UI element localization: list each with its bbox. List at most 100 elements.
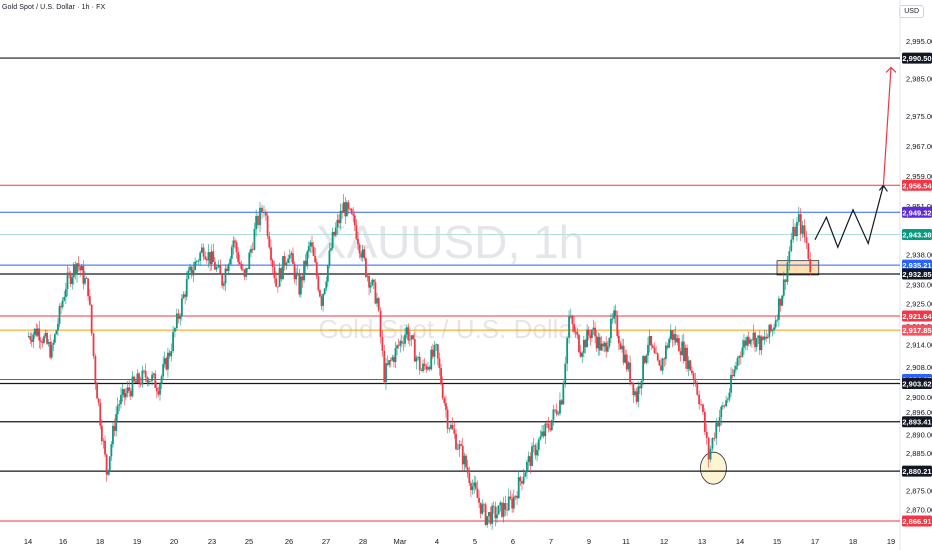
candle-body	[87, 278, 90, 297]
candle-body	[552, 409, 555, 420]
candle-body	[355, 225, 358, 239]
candle-body	[52, 342, 55, 345]
candle-body	[342, 202, 345, 213]
y-tick-label: 2,967.00	[906, 142, 932, 151]
candle-body	[640, 380, 643, 389]
candle-body	[363, 249, 366, 259]
candle-body	[121, 389, 124, 395]
x-tick-label: 18	[849, 537, 857, 546]
candle-body	[619, 343, 622, 350]
candle-body	[455, 433, 457, 450]
candle-body	[665, 345, 667, 360]
candle-body	[550, 419, 553, 431]
candle-body	[527, 456, 530, 462]
level-badge-label: 2,917.85	[902, 326, 931, 335]
candle-body	[738, 356, 741, 358]
candle-body	[792, 226, 795, 240]
candle-body	[341, 210, 344, 213]
candle-body	[466, 467, 469, 473]
candle-body	[381, 336, 384, 351]
x-tick-label: 13	[698, 537, 706, 546]
candle-body	[240, 264, 243, 270]
candle-body	[275, 278, 278, 287]
candle-body	[456, 449, 459, 450]
candle-body	[771, 329, 774, 332]
candle-body	[594, 327, 596, 337]
candle-body	[678, 338, 680, 352]
candle-body	[144, 370, 147, 378]
candle-body	[809, 259, 812, 273]
candle-body	[307, 246, 310, 252]
candle-body	[160, 376, 163, 384]
projection-zigzag	[814, 185, 884, 249]
candle-body	[546, 423, 548, 425]
candle-body	[33, 328, 36, 335]
level-badge	[902, 310, 932, 322]
candle-body	[63, 297, 66, 301]
candle-body	[47, 341, 50, 344]
y-tick-label: 2,900.00	[906, 393, 932, 402]
y-tick-label: 2,938.00	[906, 251, 932, 260]
candle-body	[723, 405, 726, 407]
candle-body	[666, 345, 669, 348]
x-tick-label: 28	[359, 537, 367, 546]
candle-body	[696, 383, 699, 395]
candle-body	[66, 272, 69, 289]
candle-body	[668, 338, 671, 348]
candle-body	[194, 261, 197, 271]
candle-body	[427, 367, 429, 370]
candle-body	[237, 252, 240, 262]
candle-body	[465, 455, 467, 468]
candle-body	[517, 477, 520, 499]
candle-body	[104, 440, 106, 455]
candle-body	[790, 239, 793, 252]
candle-body	[393, 357, 395, 363]
level-badge-label: 2,932.85	[902, 270, 931, 279]
candle-body	[474, 482, 477, 489]
candle-body	[610, 318, 612, 339]
candle-body	[605, 342, 608, 352]
candle-body	[774, 320, 777, 328]
candle-body	[84, 277, 86, 284]
candle-body	[235, 242, 238, 253]
x-tick-label: 9	[587, 537, 591, 546]
candle-body	[276, 286, 279, 288]
candle-body	[349, 208, 351, 210]
candle-body	[248, 252, 251, 269]
candle-body	[99, 402, 102, 426]
candle-body	[436, 344, 439, 359]
target-arrow-line	[882, 67, 892, 186]
candle-body	[752, 332, 755, 341]
candle-body	[433, 345, 436, 357]
candle-body	[554, 409, 556, 411]
candle-body	[779, 298, 782, 306]
candle-body	[726, 399, 729, 401]
candle-body	[689, 360, 692, 371]
candle-body	[722, 405, 724, 407]
candle-body	[155, 387, 158, 392]
candle-body	[487, 512, 490, 517]
candle-body	[428, 367, 431, 370]
candle-body	[312, 246, 315, 257]
candle-body	[226, 268, 228, 271]
candle-body	[797, 214, 800, 222]
level-badge	[902, 515, 932, 527]
candle-body	[687, 360, 690, 369]
candle-body	[566, 337, 569, 364]
y-tick-label: 2,975.00	[906, 112, 932, 121]
candle-body	[96, 383, 98, 399]
candle-body	[562, 383, 565, 405]
candle-body	[168, 352, 171, 357]
candle-body	[673, 334, 675, 340]
level-badge	[902, 259, 932, 271]
watermark-ticker: XAUUSD, 1h	[316, 216, 584, 268]
candle-body	[304, 260, 307, 267]
candle-body	[35, 328, 38, 336]
candle-body	[352, 213, 355, 216]
level-badge	[902, 377, 932, 389]
candle-body	[602, 343, 604, 347]
candle-body	[386, 363, 389, 365]
candle-body	[536, 449, 538, 456]
candle-body	[713, 437, 716, 439]
